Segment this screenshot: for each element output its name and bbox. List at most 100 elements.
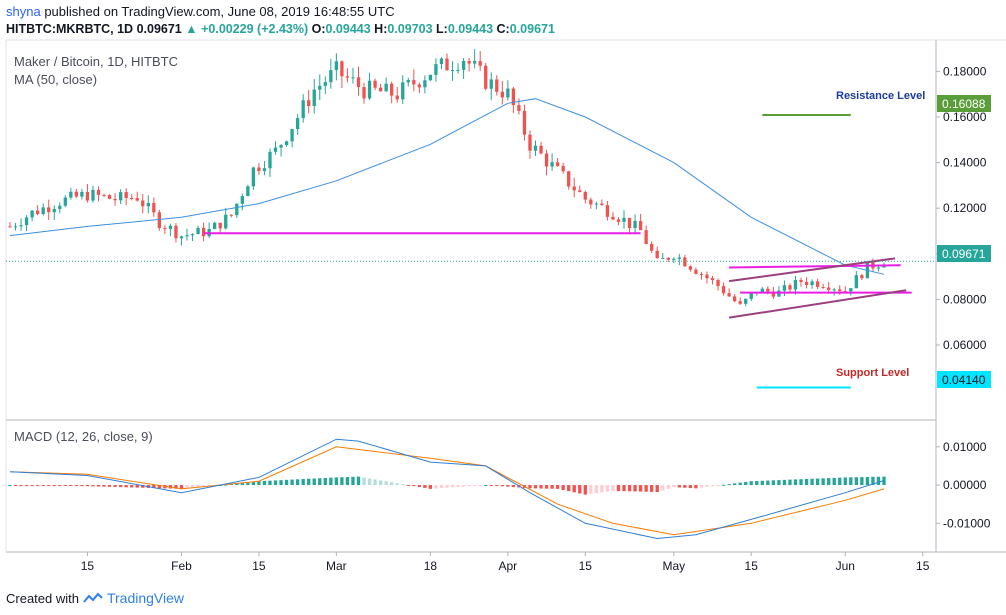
candle-body [163,228,167,230]
wedge-upper [728,257,896,283]
candle-body [135,198,139,201]
candle-body [782,285,787,291]
candle-body [849,288,853,292]
candle-body [439,58,444,65]
macd-hist-bar [417,485,422,487]
macd-hist-bar [782,479,787,486]
candle-body [605,205,610,217]
candle-body [876,267,881,269]
candle-body [196,227,200,235]
candle-body [229,214,233,216]
macd-hist-bar [860,477,864,486]
macd-hist-bar [472,485,477,487]
macd-hist-bar [738,482,742,486]
candle-body [356,77,361,88]
ma-50-line [9,98,885,275]
candle-body [683,257,687,267]
candle-body [655,250,659,259]
candle-body [738,301,742,304]
macd-hist-bar [804,478,809,486]
macd-hist-bar [345,477,350,486]
macd-hist-bar [655,485,659,492]
candle-body [771,291,776,297]
macd-hist-bar [124,485,128,488]
macd-hist-bar [489,485,493,487]
candle-body [401,82,405,100]
macd-hist-bar [528,485,532,489]
macd-hist-bar [539,485,543,489]
candle-body [777,290,781,297]
macd-hist-bar [511,485,516,488]
macd-hist-bar [207,485,211,487]
chart-legend-title: Maker / Bitcoin, 1D, HITBTC [14,54,178,69]
candle-body [124,192,128,198]
macd-hist-bar [273,480,278,486]
author-link[interactable]: shyna [6,4,41,19]
candle-body [174,225,178,239]
candle-body [290,129,294,142]
macd-hist-bar [683,485,687,488]
footer: Created with TradingView [6,590,184,606]
candle-body [699,273,704,275]
channel-upper [729,264,901,269]
time-tick-label: May [662,559,685,573]
tradingview-brand[interactable]: TradingView [106,590,185,606]
candle-body [52,208,56,213]
macd-hist-bar [832,477,836,486]
candle-body [522,110,527,135]
macd-hist-bar [13,485,18,487]
candle-body [478,61,482,66]
candle-body [694,269,698,274]
macd-hist-bar [80,485,84,487]
candle-body [832,289,836,291]
candles [8,49,886,307]
candle-body [589,199,593,205]
last-price: 0.09671 [136,22,182,36]
last-price-box [937,245,991,262]
candle-body [804,282,809,286]
macd-hist-bar [30,485,34,487]
macd-hist-bar [240,482,244,486]
macd-hist-bar [157,485,162,489]
macd-hist-bar [85,485,90,487]
candle-body [539,145,543,154]
candle-body [373,80,377,88]
candle-body [600,203,604,206]
candle-body [677,257,681,259]
price-tick-label: 0.18000 [943,64,987,78]
time-tick-label: Apr [499,559,518,573]
macd-hist-bar [854,477,859,486]
candle-body [130,197,134,199]
publish-text: published on TradingView.com, June 08, 2… [40,4,395,19]
candle-body [102,194,106,196]
macd-hist-bar [367,478,372,486]
candle-body [495,79,499,92]
candle-body [672,258,676,260]
price-tick-label: 0.12000 [943,201,987,215]
macd-tick-label: 0.01000 [943,440,987,454]
candle-body [661,257,665,259]
macd-hist-bar [52,485,56,487]
created-with: Created with [6,590,79,606]
candle-body [345,76,350,78]
candle-body [367,80,372,99]
macd-hist-bar [777,480,781,486]
macd-hist-bar [340,477,344,486]
macd-hist-bar [561,485,565,491]
macd-axis: 0.01000 0.00000 -0.01000 [936,440,991,530]
macd-hist-bar [96,485,101,487]
macd-hist-bar [19,485,23,487]
candle-body [467,60,471,64]
macd-hist-bar [605,485,610,492]
candle-body [622,217,626,222]
candle-body [434,64,438,75]
macd-hist-bar [107,485,112,487]
macd-hist-bar [334,477,339,486]
candle-body [760,288,764,293]
macd-hist-bar [506,485,510,487]
macd-hist-bar [152,485,156,489]
macd-hist-bar [196,485,200,488]
candle-body [13,226,18,228]
wedge-lower [728,289,907,319]
